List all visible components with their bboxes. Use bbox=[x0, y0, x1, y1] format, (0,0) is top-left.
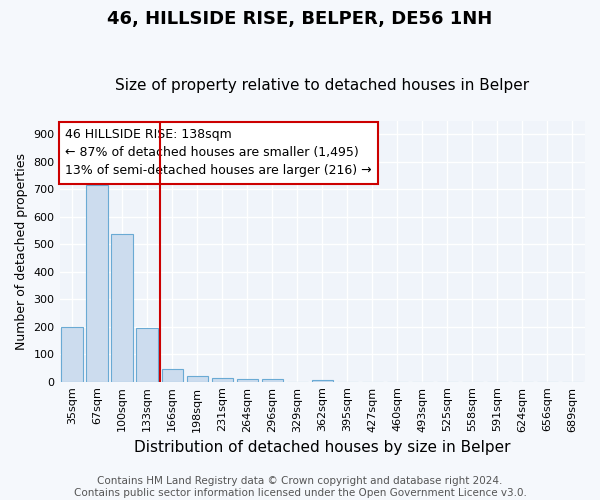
Bar bbox=[136, 328, 158, 382]
Bar bbox=[161, 369, 183, 382]
X-axis label: Distribution of detached houses by size in Belper: Distribution of detached houses by size … bbox=[134, 440, 511, 455]
Bar bbox=[187, 376, 208, 382]
Text: Contains HM Land Registry data © Crown copyright and database right 2024.
Contai: Contains HM Land Registry data © Crown c… bbox=[74, 476, 526, 498]
Title: Size of property relative to detached houses in Belper: Size of property relative to detached ho… bbox=[115, 78, 529, 93]
Bar bbox=[212, 378, 233, 382]
Y-axis label: Number of detached properties: Number of detached properties bbox=[15, 152, 28, 350]
Bar bbox=[262, 379, 283, 382]
Bar bbox=[86, 185, 108, 382]
Text: 46, HILLSIDE RISE, BELPER, DE56 1NH: 46, HILLSIDE RISE, BELPER, DE56 1NH bbox=[107, 10, 493, 28]
Bar bbox=[112, 234, 133, 382]
Bar bbox=[311, 380, 333, 382]
Text: 46 HILLSIDE RISE: 138sqm
← 87% of detached houses are smaller (1,495)
13% of sem: 46 HILLSIDE RISE: 138sqm ← 87% of detach… bbox=[65, 128, 371, 178]
Bar bbox=[61, 326, 83, 382]
Bar bbox=[236, 379, 258, 382]
